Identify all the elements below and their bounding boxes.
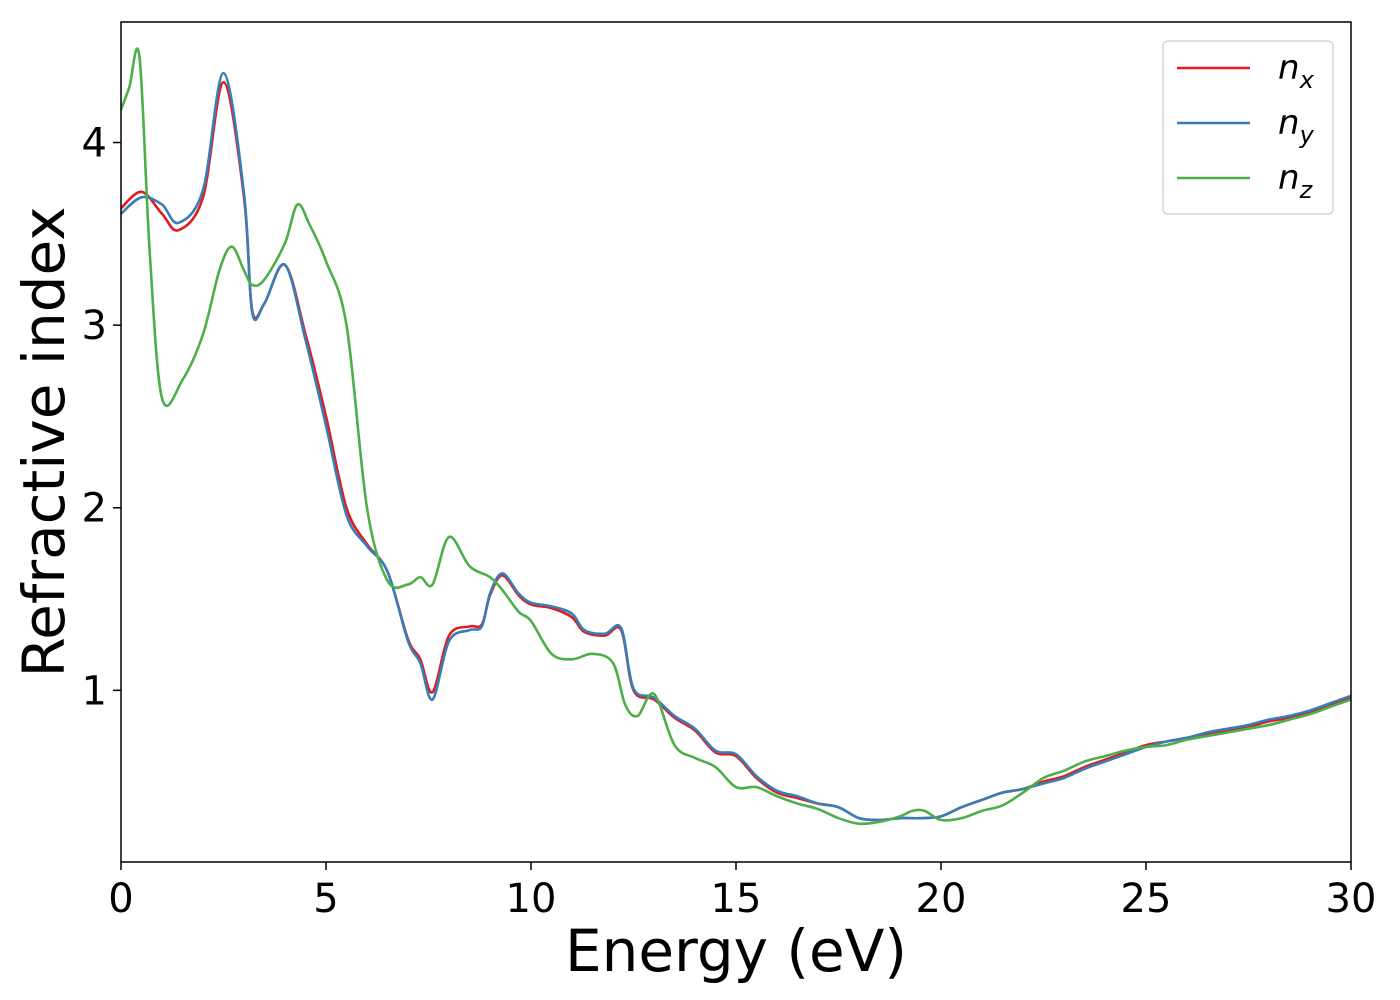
x-tick-label: 0 [108,876,133,922]
y-tick-label: 2 [82,486,107,532]
x-axis-label: Energy (eV) [565,917,907,985]
legend-label-ny: ny [1278,103,1315,149]
x-tick-label: 30 [1326,876,1377,922]
legend-box [1162,40,1334,215]
legend-label-nz: nz [1278,158,1314,204]
y-tick-label: 1 [82,668,107,714]
y-axis-label: Refractive index [10,206,78,677]
plot-lines [121,47,1351,826]
x-tick-label: 20 [916,876,967,922]
y-ticks: 1 2 3 4 [82,121,121,714]
legend-label-nx: nx [1278,48,1315,94]
x-tick-label: 15 [711,876,762,922]
x-tick-label: 5 [313,876,338,922]
y-tick-label: 4 [82,121,107,167]
x-tick-label: 10 [506,876,557,922]
y-tick-label: 3 [82,303,107,349]
series-line-ny [121,71,1351,822]
legend: nx ny nz [1162,40,1334,215]
x-tick-label: 25 [1121,876,1172,922]
series-line-nx [121,80,1351,822]
x-ticks: 0 5 10 15 20 25 30 [108,862,1376,922]
series-line-nz [121,47,1351,826]
